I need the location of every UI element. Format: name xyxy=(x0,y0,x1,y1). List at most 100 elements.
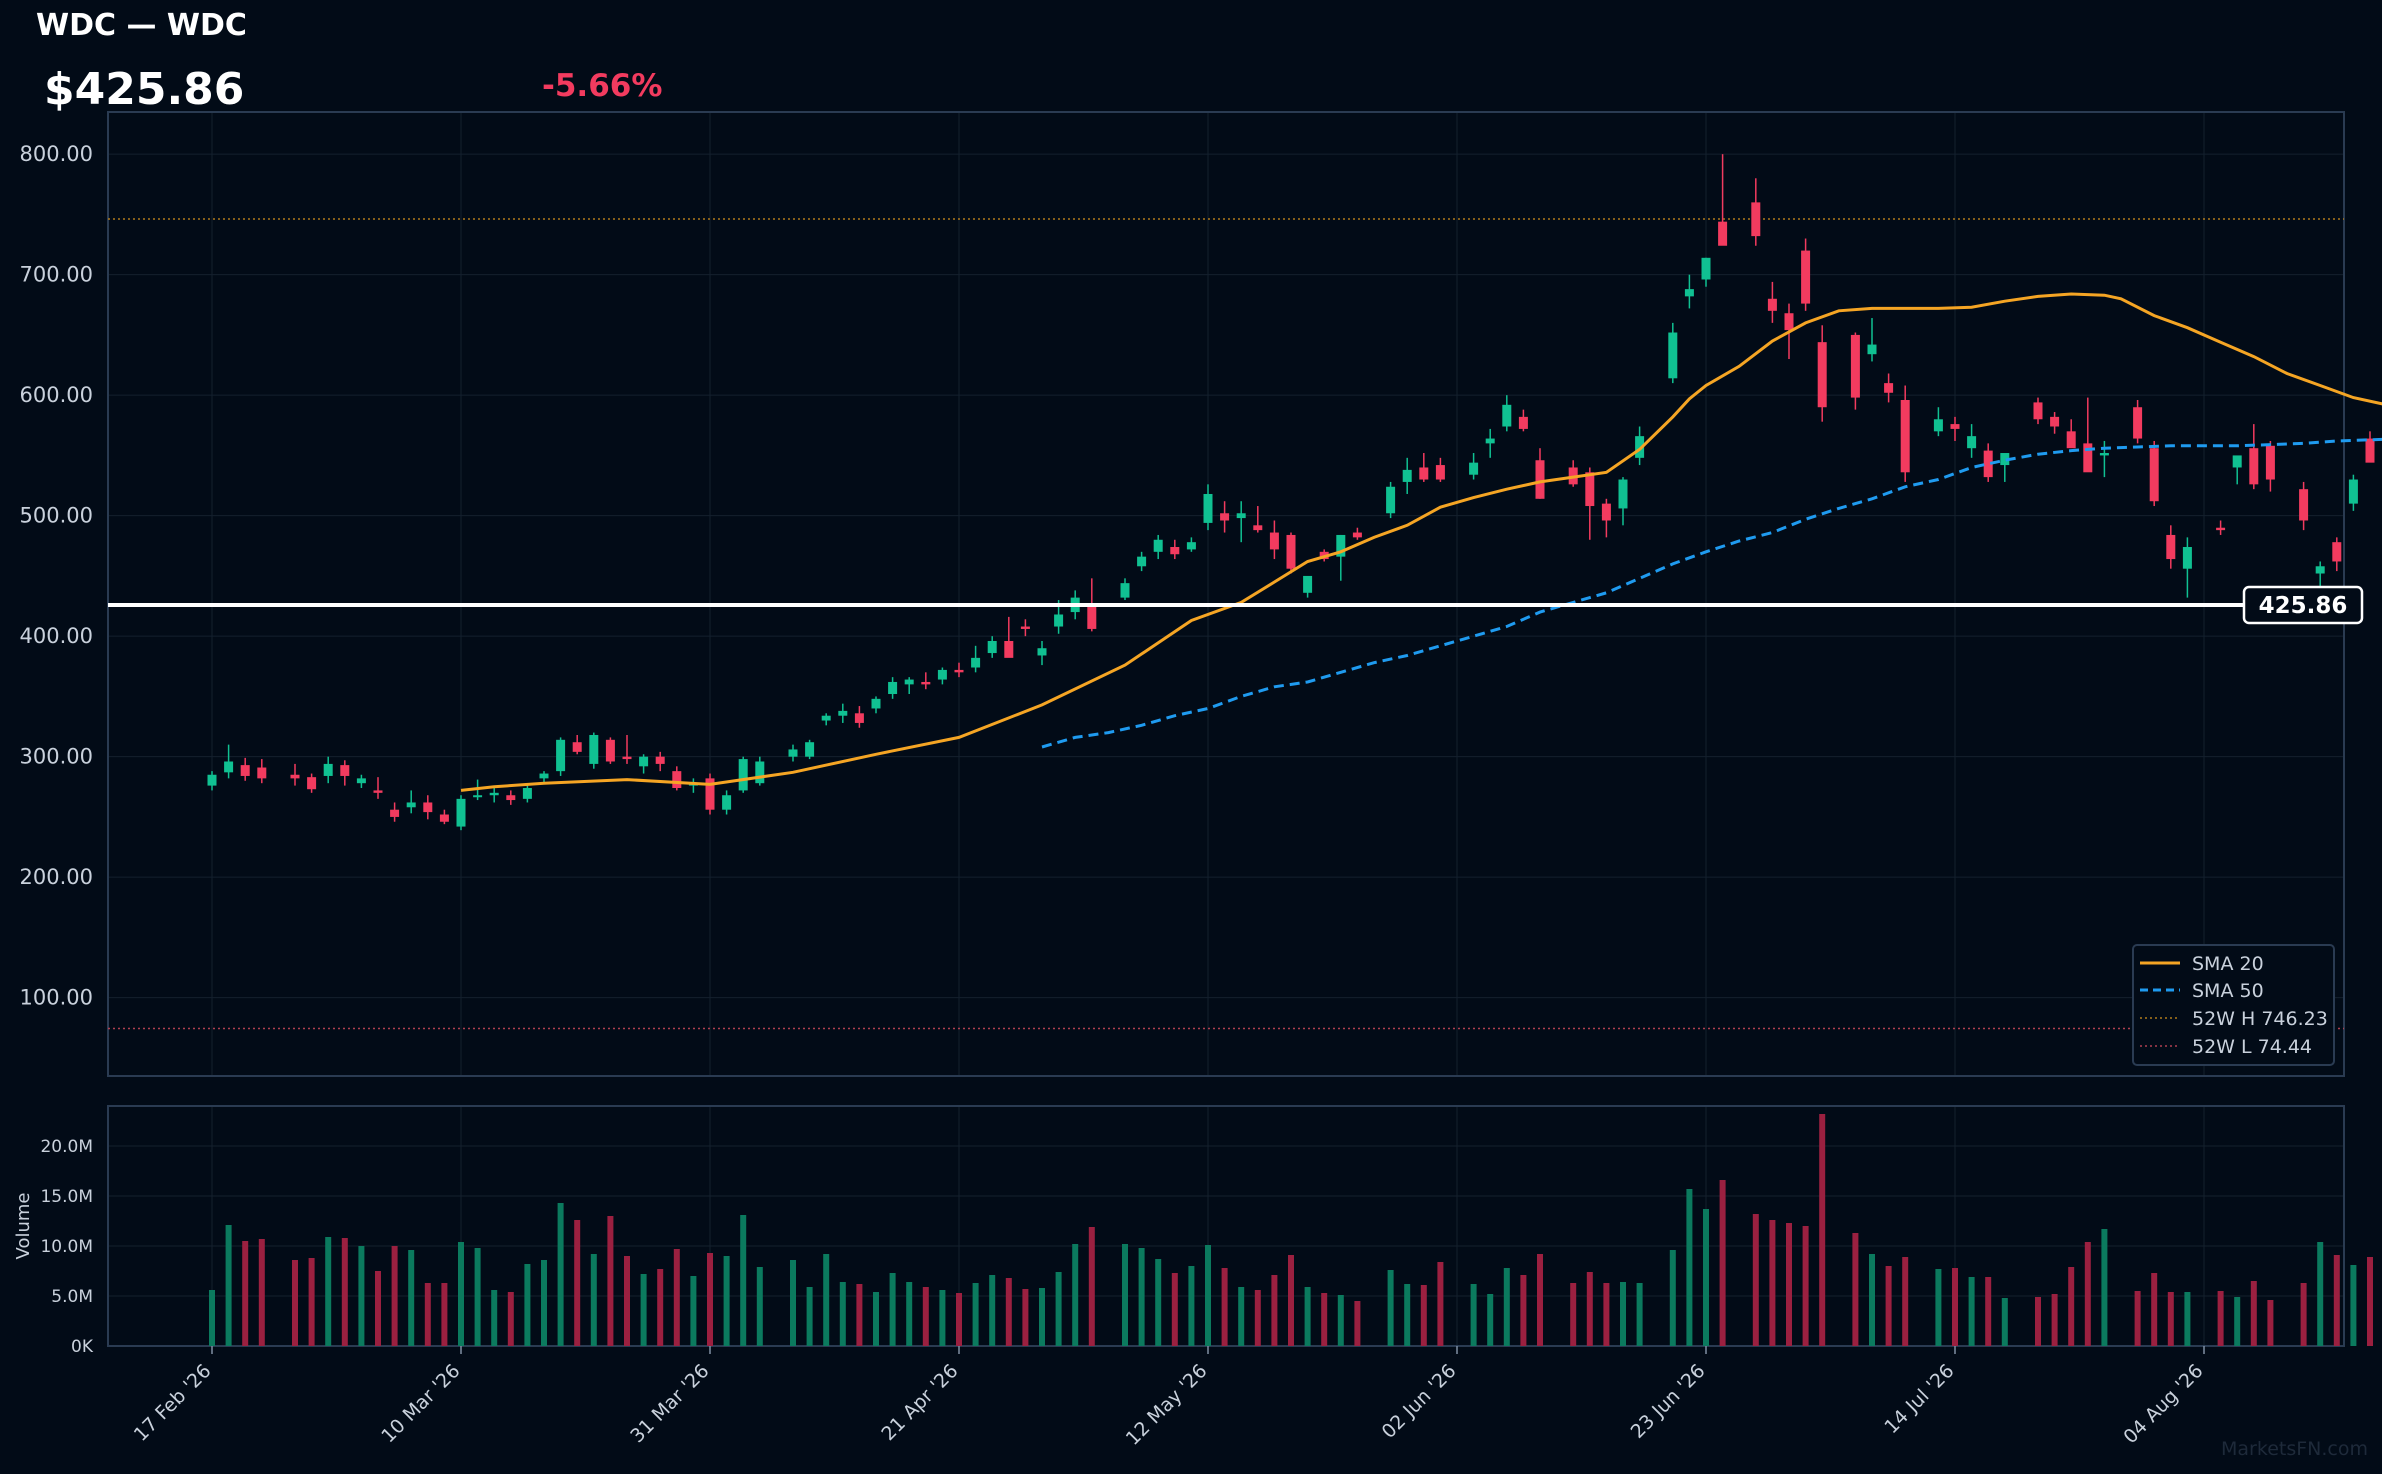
volume-bar-down xyxy=(856,1284,863,1346)
volume-bar-down xyxy=(2333,1255,2340,1346)
volume-bar-down xyxy=(2084,1242,2091,1346)
candle-up xyxy=(489,788,499,803)
volume-bar-up xyxy=(723,1256,730,1346)
volume-bar-up xyxy=(1188,1266,1195,1346)
candle-down xyxy=(2265,440,2275,492)
volume-bar-down xyxy=(2051,1294,2058,1346)
candle-body xyxy=(1950,424,1960,429)
candle-down xyxy=(2332,537,2342,572)
candle-down xyxy=(1004,616,1014,658)
volume-tick-label: 15.0M xyxy=(40,1187,93,1207)
volume-bar-down xyxy=(1819,1114,1826,1346)
candle-body xyxy=(1701,257,1711,280)
candle-body xyxy=(622,756,632,760)
volume-bar-up xyxy=(1636,1283,1643,1346)
candle-up xyxy=(821,713,831,726)
volume-bar-up xyxy=(1138,1248,1145,1346)
candle-down xyxy=(1286,532,1296,574)
candle-body xyxy=(1269,532,1279,550)
volume-bar-up xyxy=(873,1292,879,1346)
candle-down xyxy=(572,734,582,755)
candle-body xyxy=(904,679,914,685)
candle-up xyxy=(639,754,649,774)
candle-body xyxy=(290,774,300,779)
volume-bar-up xyxy=(1669,1250,1676,1346)
candle-body xyxy=(1469,462,1479,475)
volume-bar-down xyxy=(2250,1281,2257,1346)
candle-body xyxy=(423,802,433,813)
candle-body xyxy=(1585,472,1595,507)
candle-down xyxy=(1269,520,1279,560)
candle-body xyxy=(871,698,881,709)
candle-body xyxy=(1186,542,1196,550)
x-tick-label: 02 Jun '26 xyxy=(1378,1360,1461,1443)
candle-up xyxy=(2000,453,2010,482)
x-tick-label: 31 Mar '26 xyxy=(626,1360,713,1447)
volume-bar-down xyxy=(1603,1283,1610,1346)
candle-body xyxy=(522,788,532,799)
candle-up xyxy=(589,732,599,769)
volume-bar-up xyxy=(541,1260,547,1346)
candle-down xyxy=(655,751,665,772)
volume-bar-down xyxy=(1852,1233,1859,1346)
price-tick-label: 700.00 xyxy=(20,263,93,287)
volume-bar-up xyxy=(1487,1294,1494,1346)
volume-bar-up xyxy=(1404,1284,1411,1346)
candle-body xyxy=(406,802,416,808)
volume-bar-down xyxy=(707,1253,713,1346)
candle-body xyxy=(257,767,267,779)
volume-bar-up xyxy=(1155,1259,1162,1346)
volume-bar-down xyxy=(1420,1285,1427,1346)
volume-bar-up xyxy=(1122,1244,1128,1346)
candle-body xyxy=(2332,542,2342,562)
volume-bar-down xyxy=(1537,1254,1543,1346)
volume-bar-up xyxy=(1337,1295,1344,1346)
candle-body xyxy=(2000,453,2010,466)
candle-body xyxy=(2166,534,2176,560)
volume-bar-down xyxy=(1171,1273,1178,1346)
candle-body xyxy=(1220,513,1230,521)
volume-bar-down xyxy=(574,1220,581,1346)
volume-bar-up xyxy=(209,1290,215,1346)
candle-body xyxy=(1435,465,1445,480)
candle-down xyxy=(1419,453,1429,482)
candle-up xyxy=(1967,424,1977,458)
candle-body xyxy=(1983,450,1993,478)
candle-body xyxy=(655,756,665,764)
candle-body xyxy=(672,771,682,789)
x-tick-label: 14 Jul '26 xyxy=(1880,1360,1958,1438)
volume-bar-down xyxy=(1985,1277,1992,1346)
candle-body xyxy=(1485,438,1495,444)
sma50-line xyxy=(1041,437,2382,749)
candle-up xyxy=(688,778,698,793)
candle-down xyxy=(1568,460,1578,487)
candle-body xyxy=(2133,407,2143,439)
candle-body xyxy=(1386,486,1396,514)
candle-body xyxy=(1900,399,1910,473)
volume-bar-up xyxy=(1055,1272,1062,1346)
volume-bar-down xyxy=(657,1269,664,1346)
candle-body xyxy=(2066,431,2076,449)
volume-bar-up xyxy=(939,1290,946,1346)
candle-up xyxy=(1701,257,1711,287)
candle-body xyxy=(373,790,383,793)
candle-up xyxy=(1933,407,1943,437)
candle-body xyxy=(838,710,848,716)
watermark: MarketsFN.com xyxy=(2221,1438,2368,1460)
candle-up xyxy=(805,739,815,760)
volume-bar-up xyxy=(756,1267,763,1346)
volume-bar-up xyxy=(2101,1229,2108,1346)
candle-body xyxy=(2315,566,2325,574)
volume-bar-down xyxy=(2134,1291,2141,1346)
candle-down xyxy=(2149,440,2159,507)
volume-bar-up xyxy=(690,1276,697,1346)
volume-tick-label: 20.0M xyxy=(40,1137,93,1157)
volume-bar-down xyxy=(341,1238,348,1346)
candle-down xyxy=(340,760,350,786)
candle-up xyxy=(2099,440,2109,478)
volume-bar-down xyxy=(922,1287,929,1346)
x-tick-label: 21 Apr '26 xyxy=(877,1360,962,1445)
candle-up xyxy=(1236,501,1246,543)
candle-down xyxy=(1435,457,1445,482)
